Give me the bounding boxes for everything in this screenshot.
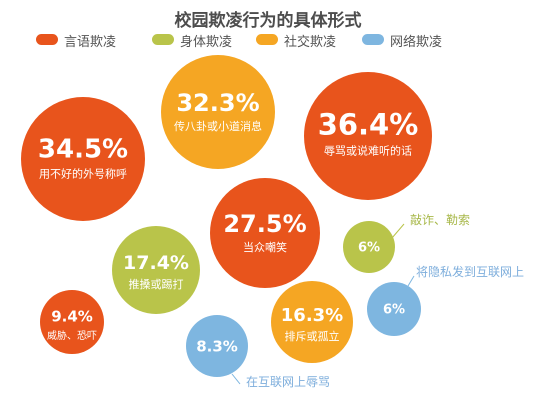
bubble-value-label: 27.5% (223, 210, 306, 238)
bubble-category-label: 传八卦或小道消息 (174, 119, 262, 133)
bubble (271, 281, 353, 363)
bubble-value-label: 6% (383, 303, 405, 318)
bubble-category-label: 辱骂或说难听的话 (324, 143, 412, 157)
legend-swatch-cyber (362, 34, 384, 45)
bubble-value-label: 9.4% (51, 307, 93, 325)
bubble (112, 226, 200, 314)
bubble-value-label: 34.5% (38, 135, 128, 165)
bubble-value-label: 17.4% (123, 252, 189, 274)
bubble (367, 282, 421, 336)
legend-label-physical: 身体欺凌 (180, 35, 233, 50)
legend-label-verbal: 言语欺凌 (64, 35, 117, 50)
legend: 言语欺凌 身体欺凌 社交欺凌 网络欺凌 (0, 30, 536, 50)
bubble (40, 290, 104, 354)
callout-line (231, 373, 241, 385)
callout-line (407, 275, 415, 287)
legend-swatch-verbal (36, 34, 58, 45)
bubble-category-label: 当众嘲笑 (243, 240, 287, 254)
bubble-value-label: 36.4% (318, 108, 419, 142)
bubble (186, 315, 248, 377)
legend-label-cyber: 网络欺凌 (390, 35, 443, 50)
bubble-value-label: 8.3% (196, 337, 238, 355)
bubble-value-label: 16.3% (281, 305, 343, 326)
bubble-category-label: 敲诈、勒索 (410, 212, 470, 227)
bubble-category-label: 用不好的外号称呼 (39, 166, 127, 180)
bubble-value-label: 32.3% (176, 89, 259, 117)
bubble-value-label: 6% (358, 241, 380, 256)
bubble-category-label: 将隐私发到互联网上 (416, 264, 524, 279)
bubble (343, 221, 395, 273)
bubble-category-label: 排斥或孤立 (285, 329, 340, 343)
chart-title: 校园欺凌行为的具体形式 (174, 11, 362, 31)
bubble (161, 55, 275, 169)
callout-line (391, 223, 405, 239)
legend-swatch-physical (152, 34, 174, 45)
legend-label-social: 社交欺凌 (284, 35, 337, 50)
bubble (210, 178, 320, 288)
legend-swatch-social (256, 34, 278, 45)
bubble-category-label: 威胁、恐吓 (47, 329, 97, 342)
bubble-category-label: 推搡或踢打 (129, 277, 184, 291)
bubble (21, 97, 145, 221)
bubble-category-label: 在互联网上辱骂 (246, 375, 330, 389)
bubble (304, 72, 432, 200)
